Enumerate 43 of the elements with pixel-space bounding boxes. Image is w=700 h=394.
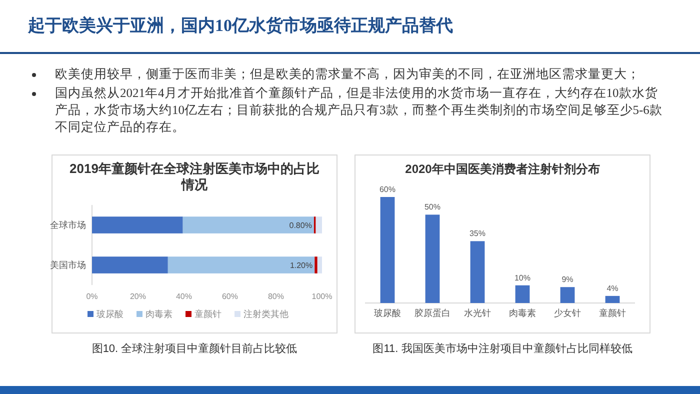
bar bbox=[92, 216, 183, 234]
bar bbox=[317, 256, 322, 274]
data-label: 9% bbox=[562, 275, 574, 284]
data-label: 10% bbox=[514, 273, 531, 282]
caption: 图11. 我国医美市场中注射项目中童颜针占比同样较低 bbox=[372, 342, 632, 355]
data-label: 4% bbox=[606, 284, 618, 293]
x-tick-label: 肉毒素 bbox=[509, 308, 536, 318]
chart-title: 2019年童颜针在全球注射医美市场中的占比情况 bbox=[70, 161, 320, 192]
x-tick-label: 少女针 bbox=[554, 308, 581, 318]
data-label: 50% bbox=[424, 202, 441, 212]
bar bbox=[425, 214, 440, 303]
bar bbox=[168, 256, 315, 274]
bar bbox=[380, 197, 395, 303]
bar bbox=[605, 296, 620, 303]
chart-title: 2020年中国医美消费者注射针剂分布 bbox=[405, 162, 600, 176]
x-tick-label: 100% bbox=[312, 292, 332, 301]
bar bbox=[515, 285, 530, 303]
y-tick-label: 全球市场 bbox=[50, 220, 86, 230]
data-label: 35% bbox=[469, 229, 486, 238]
bar bbox=[560, 287, 575, 303]
data-label: 1.20% bbox=[290, 261, 313, 270]
text: 欧美使用较早，侧重于医而非美；但是欧美的需求量不高，因为审美的不同，在亚洲地区需求量更大； bbox=[55, 67, 640, 81]
x-tick-label: 0% bbox=[86, 292, 98, 301]
text: 国内虽然从2021年4月才开始批准首个童颜针产品，但是非法使用的水货市场一直存在，大约存在10款水货产品，水货市场大约10亿左右；目前获批的合规产品只有3款，而整个再生类制剂的市场空间足够至少5-6款不同定位产品的存在。 bbox=[55, 86, 662, 134]
data-label: 60% bbox=[379, 185, 396, 194]
bar bbox=[182, 216, 314, 234]
x-tick-label: 60% bbox=[222, 292, 238, 301]
bar bbox=[316, 216, 322, 234]
x-tick-label: 童颜针 bbox=[599, 308, 626, 318]
bar bbox=[470, 241, 485, 303]
x-tick-label: 水光针 bbox=[464, 308, 491, 318]
caption: 图10. 全球注射项目中童颜针目前占比较低 bbox=[92, 342, 298, 355]
x-tick-label: 20% bbox=[130, 292, 146, 301]
x-tick-label: 胶原蛋白 bbox=[414, 308, 450, 318]
bar bbox=[92, 256, 168, 274]
x-tick-label: 80% bbox=[268, 292, 284, 301]
x-tick-label: 玻尿酸 bbox=[374, 308, 401, 318]
legend-label: 注射类其他 bbox=[244, 309, 288, 319]
text: 起于欧美兴于亚洲，国内10亿水货市场亟待正规产品替代 bbox=[28, 15, 453, 37]
bar bbox=[314, 256, 318, 274]
data-label: 0.80% bbox=[289, 221, 312, 230]
x-tick-label: 40% bbox=[176, 292, 192, 301]
y-tick-label: 美国市场 bbox=[50, 260, 86, 270]
